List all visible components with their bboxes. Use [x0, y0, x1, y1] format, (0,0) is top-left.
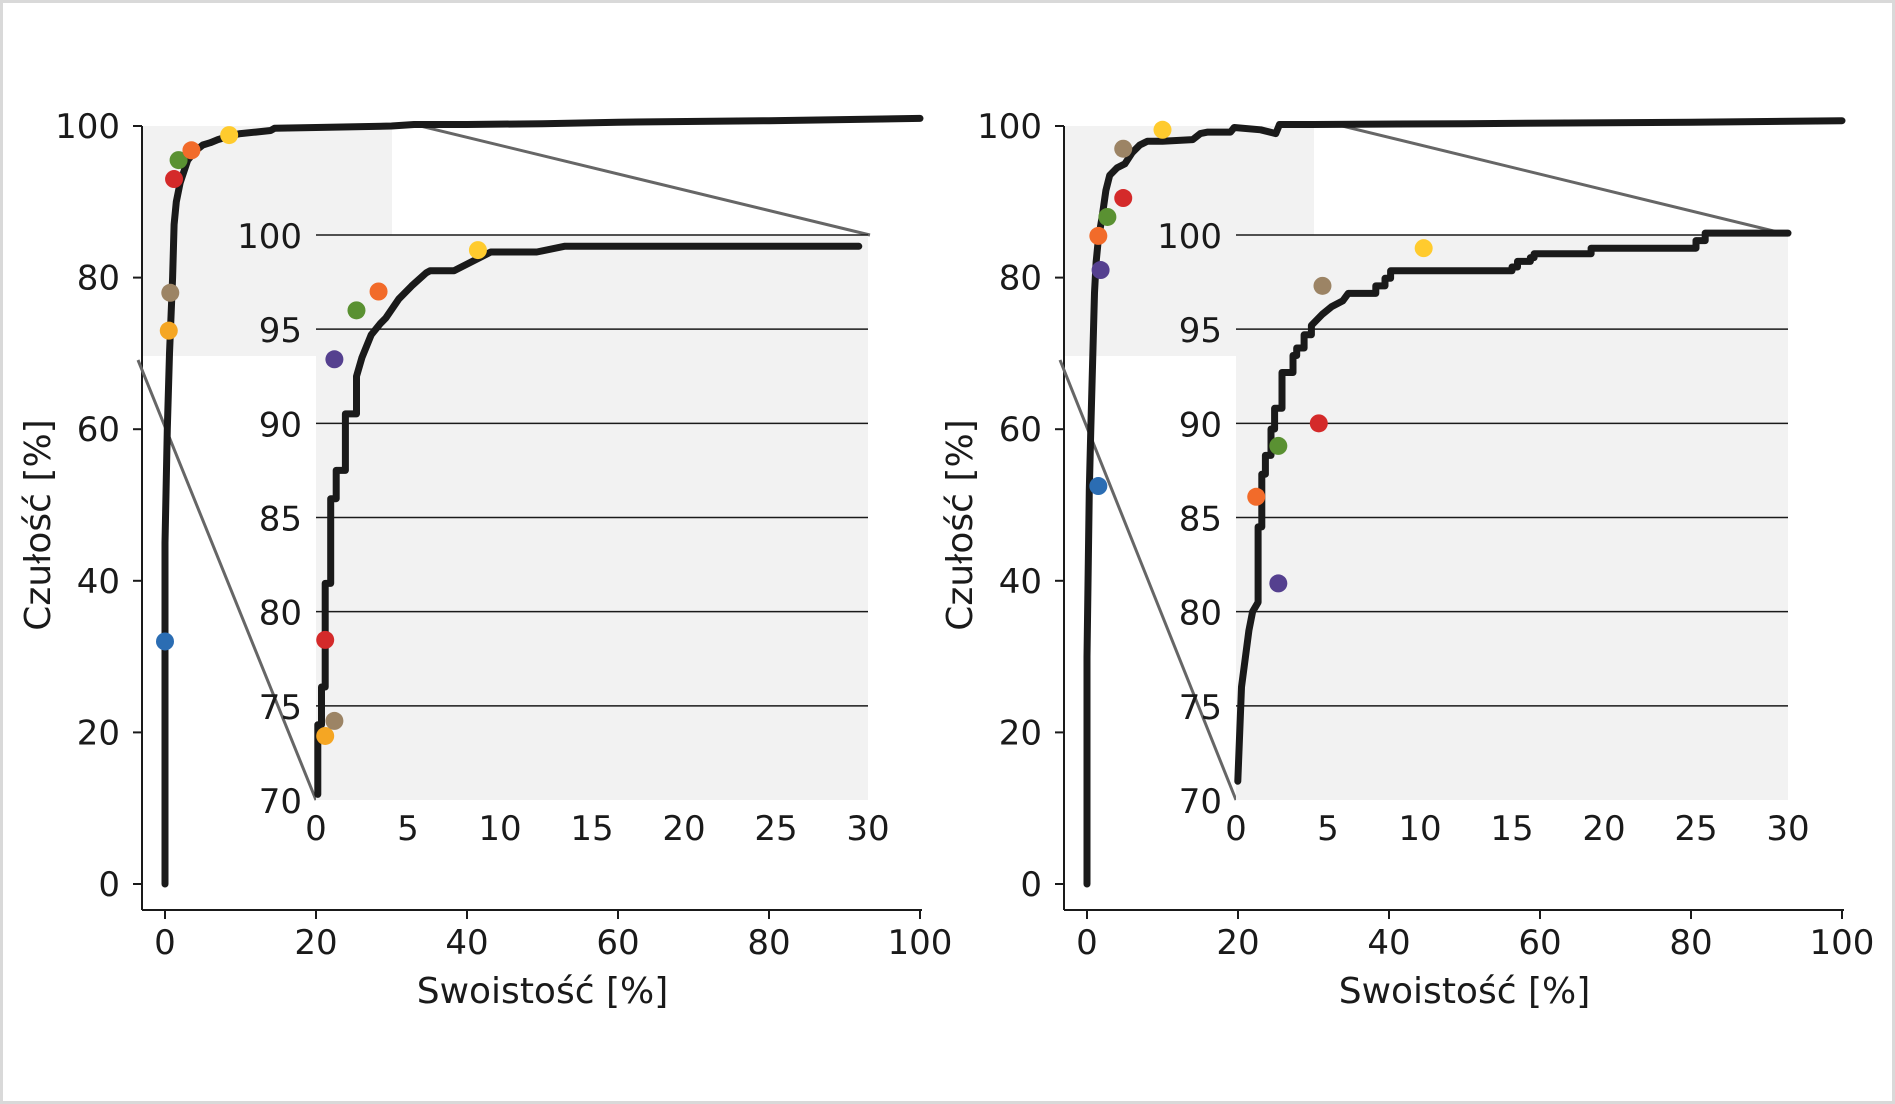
x-tick-label: 100: [1810, 923, 1875, 963]
operating-point: [220, 126, 239, 145]
inset-y-tick-label: 95: [259, 311, 302, 351]
operating-point: [1114, 139, 1133, 158]
inset-x-tick-label: 30: [846, 809, 889, 849]
y-tick-label: 80: [999, 259, 1042, 299]
inset-y-tick-label: 90: [1179, 405, 1222, 445]
zoom-connector-line: [1333, 122, 1791, 237]
x-tick-label: 100: [888, 923, 953, 963]
inset-y-tick-label: 70: [1179, 782, 1222, 822]
y-tick-label: 20: [77, 713, 120, 753]
inset-roc-curve: [1234, 229, 1792, 785]
x-axis-title: Swoistość [%]: [417, 971, 669, 1012]
y-tick-label: 0: [98, 865, 120, 905]
inset-y-tick-label: 85: [259, 500, 302, 540]
x-tick-label: 40: [1367, 923, 1410, 963]
inset-operating-point: [468, 241, 487, 260]
inset-operating-point: [369, 282, 388, 301]
inset-y-tick-label: 100: [1157, 217, 1222, 257]
inset-y-tick-label: 90: [259, 405, 302, 445]
operating-point: [169, 151, 188, 170]
y-tick-label: 100: [977, 107, 1042, 147]
inset-x-tick-label: 20: [662, 809, 705, 849]
operating-point: [1089, 477, 1108, 496]
operating-point: [1098, 207, 1117, 226]
operating-point: [161, 283, 180, 302]
y-tick-label: 40: [77, 562, 120, 602]
operating-point: [1089, 226, 1108, 245]
inset-x-tick-label: 15: [570, 809, 613, 849]
inset-x-tick-label: 20: [1582, 809, 1625, 849]
inset-x-tick-label: 10: [1398, 809, 1441, 849]
x-tick-label: 80: [1669, 923, 1712, 963]
inset-x-tick-label: 25: [754, 809, 797, 849]
inset-y-tick-label: 80: [1179, 594, 1222, 634]
y-tick-label: 0: [1020, 865, 1042, 905]
x-tick-label: 0: [1076, 923, 1098, 963]
y-axis-title: Czułość [%]: [18, 419, 59, 630]
inset-y-tick-label: 75: [1179, 688, 1222, 728]
inset-y-tick-label: 80: [259, 594, 302, 634]
operating-point: [182, 141, 201, 160]
inset-y-tick-label: 95: [1179, 311, 1222, 351]
inset-operating-point: [1313, 276, 1332, 295]
operating-point: [156, 632, 174, 651]
x-tick-label: 60: [596, 923, 639, 963]
y-tick-label: 80: [77, 259, 120, 299]
zoom-inset: 70 75 80 85 90 95 100 0 5 10 15 20 25 30: [237, 217, 890, 849]
x-tick-label: 40: [445, 923, 488, 963]
inset-y-tick-label: 85: [1179, 500, 1222, 540]
zoom-inset: 70 75 80 85 90 95 100 0 5 10 15 20 25 30: [1157, 217, 1810, 849]
x-tick-label: 80: [747, 923, 790, 963]
y-tick-label: 60: [999, 410, 1042, 450]
y-axis-title: Czułość [%]: [940, 419, 981, 630]
y-tick-label: 20: [999, 713, 1042, 753]
inset-x-tick-label: 30: [1766, 809, 1809, 849]
x-tick-label: 0: [154, 923, 176, 963]
x-tick-label: 60: [1518, 923, 1561, 963]
inset-x-tick-label: 0: [1225, 809, 1247, 849]
inset-operating-point: [1309, 414, 1328, 433]
roc-curve: [1083, 117, 1846, 888]
inset-operating-point: [316, 726, 335, 745]
inset-operating-point: [325, 350, 344, 369]
inset-operating-point: [1269, 436, 1288, 455]
operating-point: [1114, 189, 1133, 208]
operating-point: [1091, 261, 1110, 280]
y-tick-label: 40: [999, 562, 1042, 602]
x-tick-label: 20: [294, 923, 337, 963]
inset-x-tick-label: 5: [397, 809, 419, 849]
inset-y-tick-label: 75: [259, 688, 302, 728]
y-tick-label: 60: [77, 410, 120, 450]
y-tick-label: 100: [55, 107, 120, 147]
operating-point: [165, 170, 184, 189]
operating-point: [159, 321, 178, 340]
inset-y-tick-label: 70: [259, 782, 302, 822]
inset-operating-point: [1269, 574, 1288, 593]
inset-x-tick-label: 25: [1674, 809, 1717, 849]
inset-operating-point: [1414, 239, 1433, 258]
inset-x-tick-label: 0: [305, 809, 327, 849]
inset-operating-point: [325, 711, 344, 730]
x-tick-label: 20: [1216, 923, 1259, 963]
inset-operating-point: [1247, 487, 1266, 506]
inset-operating-point: [347, 301, 366, 320]
inset-x-tick-label: 5: [1317, 809, 1339, 849]
operating-point: [1153, 120, 1172, 139]
inset-x-tick-label: 15: [1490, 809, 1533, 849]
inset-y-tick-label: 100: [237, 217, 302, 257]
inset-operating-point: [316, 630, 335, 649]
inset-x-tick-label: 10: [478, 809, 521, 849]
zoom-connector-line: [411, 122, 871, 237]
x-axis-title: Swoistość [%]: [1339, 971, 1591, 1012]
